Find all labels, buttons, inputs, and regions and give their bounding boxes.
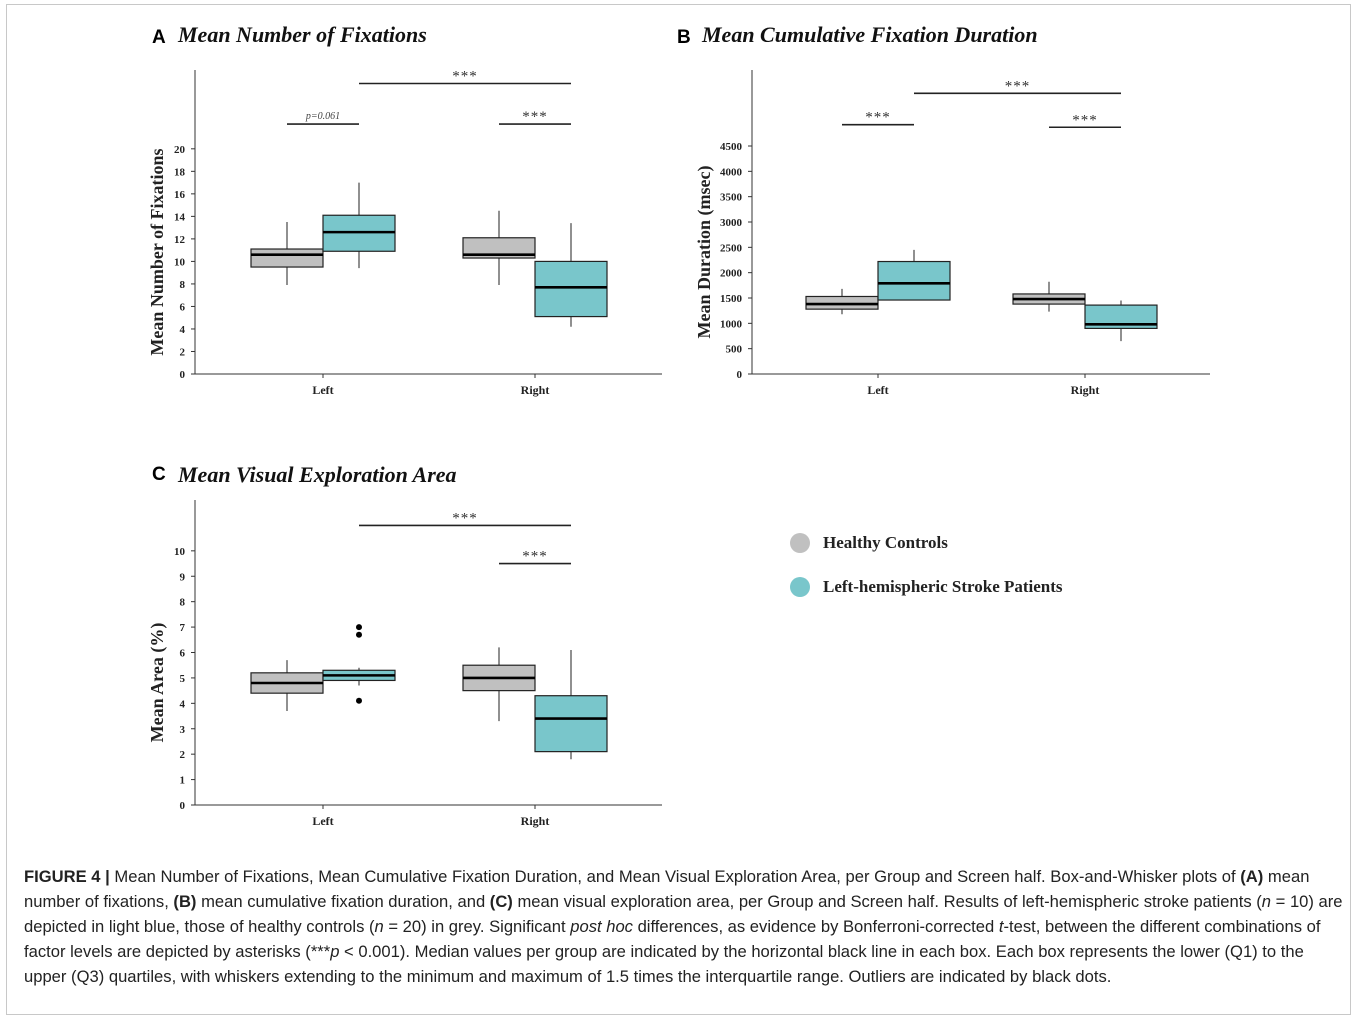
panel-a-y-tick-label: 20 [174,144,186,156]
panel-c-y-axis-label: Mean Area (%) [147,623,168,743]
panel-c-y-tick-label: 7 [180,622,186,634]
panel-b-significance-label: *** [1005,78,1031,94]
caption-ref-b: (B) [173,892,197,911]
panel-b-y-tick-label: 3500 [720,192,743,204]
panel-c-label: C [152,464,166,485]
panel-a-y-tick-label: 2 [180,346,186,358]
caption-n-symbol: n [1261,892,1272,911]
caption-p-symbol: p [330,942,340,961]
panel-a-y-tick-label: 16 [174,189,186,201]
caption-text: -test, between the different combination… [24,917,1321,961]
panel-a-y-tick-label: 0 [180,369,186,381]
legend-item-patients: Left-hemispheric Stroke Patients [790,574,1063,600]
panel-a-y-tick-label: 4 [180,324,186,336]
panel-a-x-tick-label: Right [521,383,550,397]
panel-c-x-tick-label: Left [312,814,333,828]
panel-c-patients-left-outlier [356,697,362,704]
panel-c-patients-left-outlier [356,631,362,638]
panel-a-y-tick-label: 18 [174,166,186,178]
panel-a-y-tick-label: 8 [180,279,186,291]
caption-text: mean cumulative fixation duration, and [196,892,490,911]
panel-a-significance-label: p=0.061 [305,111,340,122]
legend-swatch-controls [790,533,810,553]
panel-a-y-tick-label: 14 [174,211,186,223]
figure-frame [6,4,1351,1015]
panel-b-y-tick-label: 3000 [720,217,743,229]
panel-a-y-tick-label: 12 [174,234,186,246]
panel-b-y-tick-label: 4000 [720,166,743,178]
panel-c-y-tick-label: 6 [180,648,186,660]
caption-post-hoc: post hoc [570,917,633,936]
panel-b-patients-right-box [1084,304,1158,329]
caption-text: = 20) in grey. Significant [383,917,571,936]
figure-caption: FIGURE 4 | Mean Number of Fixations, Mea… [24,864,1344,989]
caption-n-symbol: n [374,917,384,936]
panel-a-controls-right-box [462,237,536,259]
caption-text: mean number of fixations, [24,867,1310,911]
legend-item-controls: Healthy Controls [790,530,1063,556]
legend-label-patients: Left-hemispheric Stroke Patients [823,577,1063,596]
panel-c-y-tick-label: 0 [180,800,186,812]
panel-a-significance-label: *** [452,69,478,85]
panel-b-y-tick-label: 500 [726,344,743,356]
panel-a-title: Mean Number of Fixations [177,22,427,47]
caption-ref-a: (A) [1240,867,1264,886]
caption-ref-c: (C) [489,892,513,911]
caption-text: < 0.001). Median values per group are in… [24,942,1304,986]
panel-c-y-tick-label: 4 [180,698,186,710]
panel-c-x-tick-label: Right [521,814,550,828]
panel-c-patients-left-outlier [356,624,362,631]
panel-c-svg: C Mean Visual Exploration Area 0 1 2 3 4 5 6 7 8 9 1… [147,462,662,828]
panel-b-x-tick-label: Right [1071,383,1100,397]
panel-a-label: A [152,27,166,48]
panel-c-y-tick-label: 8 [180,597,186,609]
panel-b-y-axis-label: Mean Duration (msec) [694,166,715,339]
panel-c-y-tick-label: 5 [180,673,186,685]
panel-c-y-tick-label: 10 [174,546,186,558]
panel-b-significance-label: *** [1072,112,1098,128]
caption-text: = 10) are depicted in light blue, those … [24,892,1343,936]
panel-b-y-tick-label: 2000 [720,268,743,280]
caption-t-symbol: t [998,917,1004,936]
panel-a-svg: A Mean Number of Fixations 0 2 4 6 8 10 12 14 16 18… [147,22,662,397]
panel-b-significance-label: *** [865,110,891,126]
panel-c-y-tick-label: 2 [180,749,186,761]
caption-text: mean visual exploration area, per Group … [512,892,1262,911]
panel-a-patients-right-box [534,260,608,318]
panel-b-y-tick-label: 0 [737,369,743,381]
panel-c-patients-right-box [534,695,608,753]
legend: Healthy Controls Left-hemispheric Stroke… [790,530,1063,618]
panel-a-significance-label: *** [522,109,548,125]
panel-b-label: B [677,27,691,48]
panel-c-significance-label: *** [522,549,548,565]
panel-b-y-tick-label: 2500 [720,242,743,254]
panel-b-y-tick-label: 1500 [720,293,743,305]
panel-c-y-tick-label: 1 [180,775,186,787]
legend-swatch-patients [790,577,810,597]
panel-b-x-tick-label: Left [867,383,888,397]
caption-text: Mean Number of Fixations, Mean Cumulativ… [109,867,1241,886]
panel-a-y-axis-label: Mean Number of Fixations [147,148,167,355]
panel-b-svg: B Mean Cumulative Fixation Duration 0 500 10… [677,22,1210,397]
panel-c-y-tick-label: 3 [180,724,186,736]
caption-text: differences, as evidence by Bonferroni-c… [632,917,999,936]
legend-label-controls: Healthy Controls [823,533,948,552]
panel-b-y-tick-label: 4500 [720,141,743,153]
panel-a-y-tick-label: 10 [174,256,186,268]
panel-c-title: Mean Visual Exploration Area [177,462,457,487]
panel-b-y-tick-label: 1000 [720,318,743,330]
panel-a-x-tick-label: Left [312,383,333,397]
panel-b-patients-left-box [877,260,951,301]
panel-c-significance-label: *** [452,510,478,526]
panel-a-y-tick-label: 6 [180,301,186,313]
caption-figure-label: FIGURE 4 | [24,867,110,886]
panel-b-title: Mean Cumulative Fixation Duration [701,22,1038,47]
panel-c-y-tick-label: 9 [180,571,186,583]
